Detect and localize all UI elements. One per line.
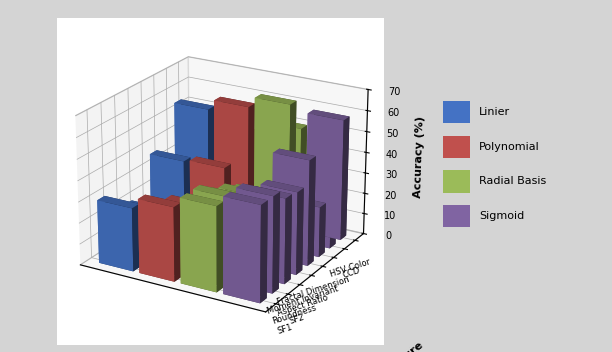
Text: Polynomial: Polynomial [479,142,540,152]
FancyBboxPatch shape [443,101,470,123]
FancyBboxPatch shape [443,136,470,158]
FancyBboxPatch shape [443,205,470,227]
Text: Linier: Linier [479,107,510,117]
Y-axis label: Feature: Feature [381,339,425,352]
Text: Radial Basis: Radial Basis [479,176,546,187]
Text: Sigmoid: Sigmoid [479,211,524,221]
FancyBboxPatch shape [443,170,470,193]
